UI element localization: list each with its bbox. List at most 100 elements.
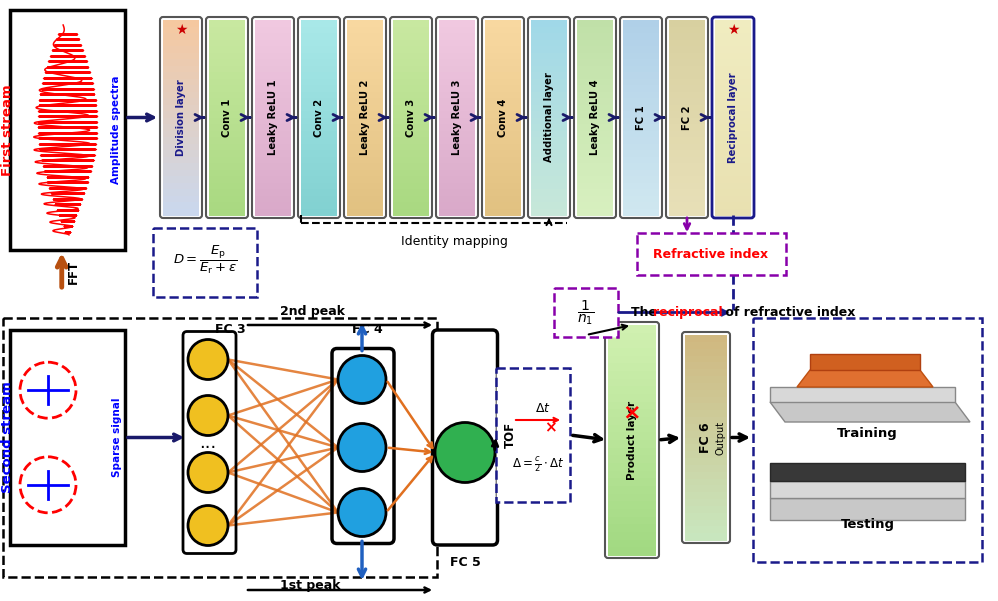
Bar <box>439 163 475 170</box>
Bar <box>669 209 705 216</box>
Bar <box>347 40 383 46</box>
Bar <box>577 98 613 105</box>
Bar <box>255 105 291 112</box>
Bar <box>485 202 521 209</box>
Bar <box>715 169 751 177</box>
Bar <box>439 66 475 73</box>
Text: FFT: FFT <box>67 260 80 284</box>
Bar <box>255 85 291 92</box>
Text: The: The <box>631 306 662 319</box>
Bar <box>209 26 245 34</box>
Bar <box>301 150 337 157</box>
Bar <box>608 364 656 371</box>
Bar <box>577 209 613 216</box>
Bar <box>347 59 383 66</box>
Bar <box>347 46 383 53</box>
Bar <box>531 189 567 196</box>
Bar <box>685 356 727 363</box>
Bar <box>209 176 245 183</box>
Bar <box>623 111 659 118</box>
Bar <box>669 150 705 157</box>
Bar <box>770 463 965 481</box>
Bar <box>393 59 429 66</box>
Bar <box>608 501 656 510</box>
Bar <box>715 40 751 46</box>
Bar <box>209 66 245 73</box>
Bar <box>301 20 337 27</box>
Bar <box>623 98 659 105</box>
Bar <box>485 26 521 34</box>
Bar <box>485 66 521 73</box>
Bar <box>439 85 475 92</box>
Bar <box>393 144 429 150</box>
Bar <box>439 40 475 46</box>
Bar <box>163 52 199 59</box>
Bar <box>715 46 751 53</box>
Text: Output: Output <box>716 421 726 454</box>
Bar <box>393 40 429 46</box>
Bar <box>255 91 291 99</box>
FancyBboxPatch shape <box>432 330 497 545</box>
Bar <box>685 451 727 459</box>
Bar <box>301 156 337 163</box>
Bar <box>347 124 383 131</box>
Bar <box>209 59 245 66</box>
Bar <box>685 342 727 349</box>
Bar <box>531 209 567 216</box>
Bar <box>685 519 727 527</box>
Bar <box>209 163 245 170</box>
Bar <box>439 52 475 59</box>
Bar <box>439 202 475 209</box>
Bar <box>608 448 656 456</box>
Bar <box>623 183 659 189</box>
Bar <box>669 52 705 59</box>
Bar <box>209 46 245 53</box>
Bar <box>715 137 751 144</box>
Bar <box>255 52 291 59</box>
Bar <box>163 195 199 203</box>
Circle shape <box>188 453 228 492</box>
Bar <box>301 176 337 183</box>
Bar <box>669 144 705 150</box>
FancyBboxPatch shape <box>637 233 786 275</box>
Bar <box>577 33 613 40</box>
Bar <box>393 105 429 112</box>
Bar <box>485 59 521 66</box>
Bar <box>163 85 199 92</box>
Bar <box>669 85 705 92</box>
Bar <box>608 478 656 486</box>
Bar <box>301 202 337 209</box>
Bar <box>393 176 429 183</box>
Bar <box>393 169 429 177</box>
Bar <box>255 46 291 53</box>
Text: ···: ··· <box>200 439 217 457</box>
Bar <box>163 91 199 99</box>
Bar <box>669 183 705 189</box>
Bar <box>577 202 613 209</box>
Bar <box>685 383 727 390</box>
Bar <box>531 156 567 163</box>
Bar <box>163 66 199 73</box>
Bar <box>255 59 291 66</box>
Bar <box>715 130 751 138</box>
Bar <box>301 209 337 216</box>
Text: FC 1: FC 1 <box>636 105 646 130</box>
Bar <box>608 417 656 425</box>
Bar <box>770 498 965 520</box>
Bar <box>577 20 613 27</box>
Bar <box>669 26 705 34</box>
Bar <box>393 137 429 144</box>
Bar <box>485 150 521 157</box>
Bar <box>669 98 705 105</box>
Bar <box>531 66 567 73</box>
Bar <box>669 59 705 66</box>
Bar <box>439 195 475 203</box>
Bar <box>163 124 199 131</box>
Bar <box>715 33 751 40</box>
Bar <box>577 59 613 66</box>
Bar <box>209 20 245 27</box>
Bar <box>608 371 656 379</box>
Bar <box>209 79 245 85</box>
Text: Conv 1: Conv 1 <box>222 99 232 136</box>
Bar <box>531 46 567 53</box>
